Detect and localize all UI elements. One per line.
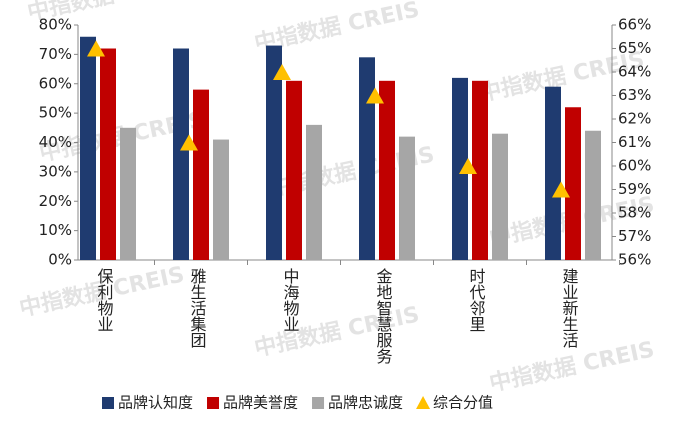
y-tick-label: 50% xyxy=(39,104,72,122)
y2-tick-label: 57% xyxy=(618,227,651,245)
legend-marker xyxy=(102,397,114,409)
bar xyxy=(472,80,488,260)
bar xyxy=(359,57,375,260)
y2-tick-label: 62% xyxy=(618,110,651,128)
y2-tick-label: 65% xyxy=(618,39,651,57)
bar xyxy=(193,89,209,260)
bar xyxy=(399,136,415,260)
marker xyxy=(459,158,477,174)
bar xyxy=(585,130,601,260)
y2-tick-label: 60% xyxy=(618,157,651,175)
y2-tick-label: 63% xyxy=(618,86,651,104)
bar xyxy=(379,80,395,260)
y-tick-label: 60% xyxy=(39,74,72,92)
bar xyxy=(545,86,561,260)
bar xyxy=(286,80,302,260)
y-tick-label: 40% xyxy=(39,133,72,151)
y-tick-label: 70% xyxy=(39,45,72,63)
bar xyxy=(452,77,468,260)
x-tick-label: 保利物业 xyxy=(95,268,114,332)
y2-tick-label: 58% xyxy=(618,204,651,222)
x-tick-label: 金地智慧服务 xyxy=(374,268,393,365)
bar xyxy=(80,36,96,260)
y2-tick-label: 64% xyxy=(618,63,651,81)
bar xyxy=(120,127,136,260)
bar xyxy=(266,45,282,260)
y-tick-label: 80% xyxy=(39,16,72,34)
bar xyxy=(213,139,229,260)
x-tick-label: 建业新生活 xyxy=(560,268,579,348)
y-tick-label: 20% xyxy=(39,192,72,210)
bar xyxy=(492,133,508,260)
y-tick-label: 0% xyxy=(48,251,72,269)
bar xyxy=(306,124,322,260)
marker xyxy=(273,64,291,80)
y2-tick-label: 66% xyxy=(618,16,651,34)
legend-marker xyxy=(207,397,220,409)
x-tick-label: 雅生活集团 xyxy=(188,268,207,348)
legend-label: 品牌认知度 xyxy=(118,394,193,412)
legend-label: 品牌忠诚度 xyxy=(328,394,403,412)
marker xyxy=(180,134,198,151)
watermark: 中指数据 CREIS xyxy=(252,301,422,361)
marker xyxy=(87,40,105,57)
legend-marker xyxy=(312,397,325,409)
bar xyxy=(565,107,581,260)
marker xyxy=(366,87,384,104)
legend-label: 品牌美誉度 xyxy=(223,394,298,412)
bar xyxy=(100,48,116,260)
legend-label: 综合分值 xyxy=(433,394,493,412)
y-tick-label: 30% xyxy=(39,162,72,180)
y-tick-label: 10% xyxy=(39,221,72,239)
y2-tick-label: 61% xyxy=(618,133,651,151)
y2-tick-label: 56% xyxy=(618,251,651,269)
x-tick-label: 时代邻里 xyxy=(467,268,486,332)
y2-tick-label: 59% xyxy=(618,180,651,198)
legend-marker xyxy=(416,396,431,409)
marker xyxy=(552,181,570,198)
bar xyxy=(173,48,189,260)
x-tick-label: 中海物业 xyxy=(281,268,300,332)
